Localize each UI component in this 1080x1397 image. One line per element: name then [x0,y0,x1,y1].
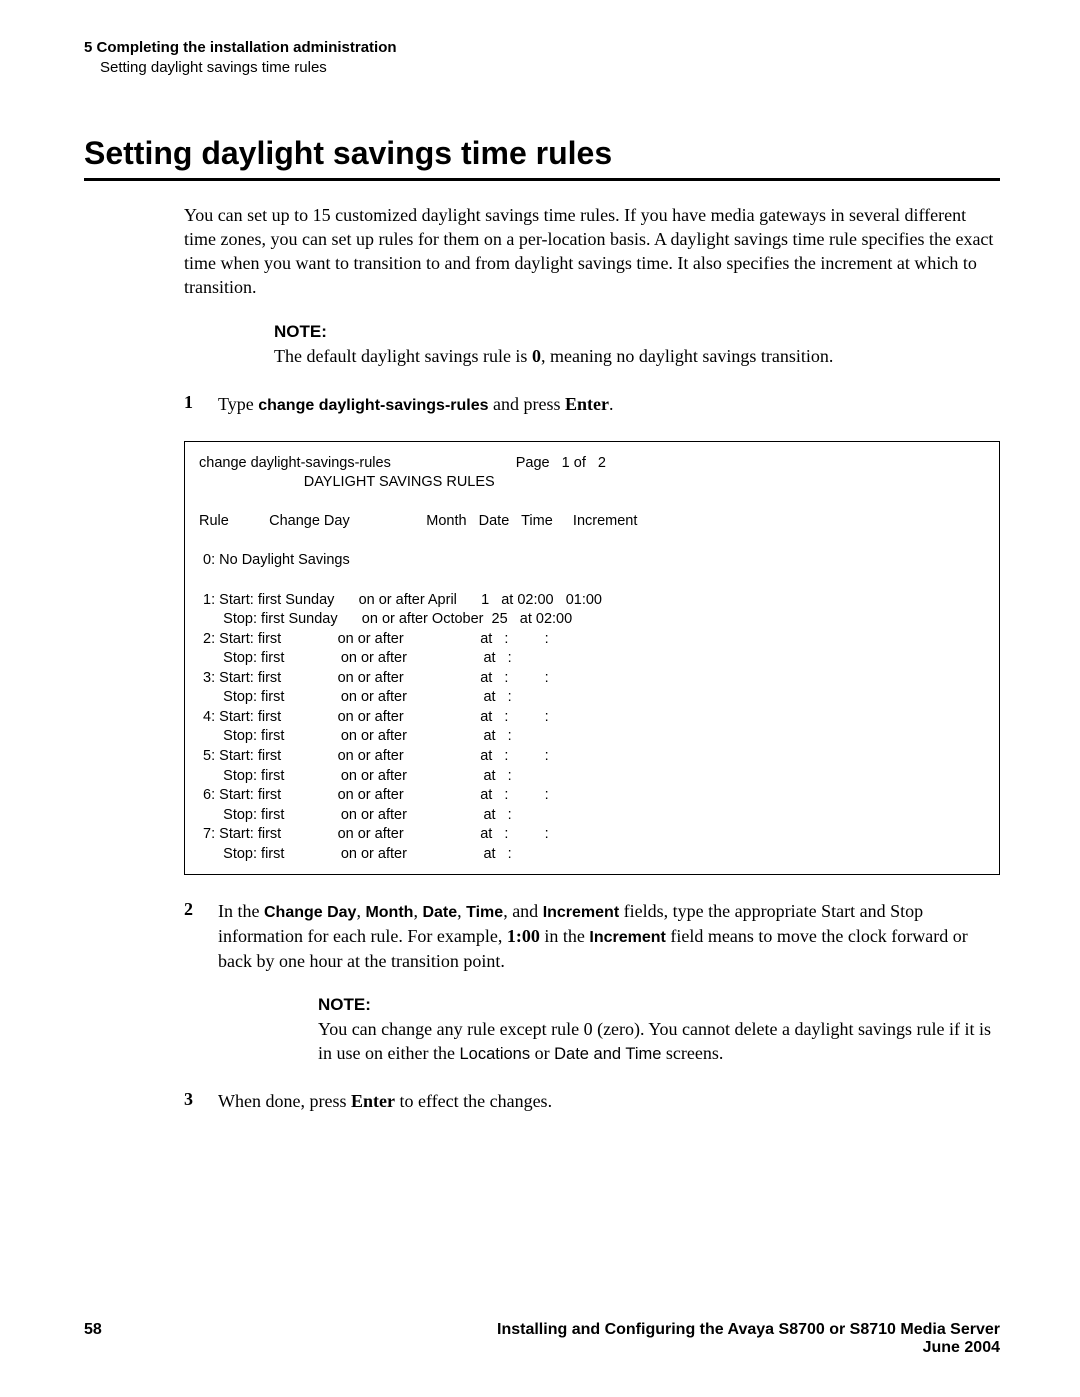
note-2: NOTE: You can change any rule except rul… [318,995,1000,1066]
step-body: In the Change Day, Month, Date, Time, an… [218,899,1000,972]
screen-line: Stop: first on or after at : [199,807,512,823]
screen-line: change daylight-savings-rules Page 1 of … [199,455,606,471]
chapter-label: 5 Completing the installation administra… [84,38,1000,58]
intro-paragraph: You can set up to 15 customized daylight… [184,203,1000,300]
note-label: NOTE: [274,322,1000,342]
footer-right: Installing and Configuring the Avaya S87… [497,1321,1000,1357]
screen-line: 7: Start: first on or after at : : [199,826,549,842]
screen-line: Stop: first on or after at : [199,650,512,666]
step-number: 2 [184,899,218,920]
screen-line: Stop: first on or after at : [199,728,512,744]
screen-line: 0: No Daylight Savings [199,552,350,568]
screen-line: Stop: first on or after at : [199,846,512,862]
terminal-screen: change daylight-savings-rules Page 1 of … [184,441,1000,876]
step-number: 3 [184,1089,218,1110]
screen-line: Stop: first on or after at : [199,768,512,784]
section-label: Setting daylight savings time rules [100,58,1000,78]
screen-line: 2: Start: first on or after at : : [199,631,549,647]
page-number: 58 [84,1321,102,1357]
screen-line: 4: Start: first on or after at : : [199,709,549,725]
title-rule [84,178,1000,181]
page-footer: 58 Installing and Configuring the Avaya … [84,1321,1000,1357]
step-2: 2 In the Change Day, Month, Date, Time, … [184,899,1000,972]
step-body: Type change daylight-savings-rules and p… [218,392,1000,417]
note-text: The default daylight savings rule is 0, … [274,344,1000,368]
step-number: 1 [184,392,218,413]
step-3: 3 When done, press Enter to effect the c… [184,1089,1000,1113]
running-header: 5 Completing the installation administra… [84,38,1000,79]
step-1: 1 Type change daylight-savings-rules and… [184,392,1000,417]
doc-date: June 2004 [497,1339,1000,1357]
note-text: You can change any rule except rule 0 (z… [318,1017,1000,1066]
page: 5 Completing the installation administra… [0,0,1080,1397]
doc-title: Installing and Configuring the Avaya S87… [497,1321,1000,1339]
screen-line: Stop: first on or after at : [199,689,512,705]
note-1: NOTE: The default daylight savings rule … [274,322,1000,368]
step-body: When done, press Enter to effect the cha… [218,1089,1000,1113]
screen-line: 3: Start: first on or after at : : [199,670,549,686]
screen-line: DAYLIGHT SAVINGS RULES [199,474,495,490]
screen-line: 1: Start: first Sunday on or after April… [199,592,602,608]
page-title: Setting daylight savings time rules [84,135,1000,172]
screen-line: 6: Start: first on or after at : : [199,787,549,803]
screen-line: 5: Start: first on or after at : : [199,748,549,764]
screen-line: Stop: first Sunday on or after October 2… [199,611,572,627]
note-label: NOTE: [318,995,1000,1015]
screen-line: Rule Change Day Month Date Time Incremen… [199,513,637,529]
